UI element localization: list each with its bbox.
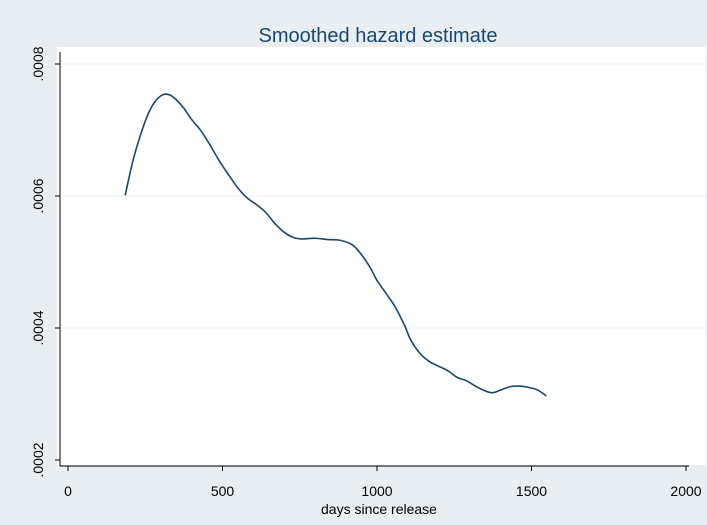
- hazard-line: [124, 93, 547, 397]
- grid-lines: [60, 63, 706, 329]
- y-tick-label: .0002: [30, 442, 46, 477]
- x-axis-ticks: 0 500 1000 1500 2000: [64, 466, 702, 499]
- x-tick-label: 0: [64, 483, 72, 499]
- x-tick-label: 1000: [361, 483, 392, 499]
- x-axis-title: days since release: [321, 501, 437, 517]
- x-tick-label: 2000: [670, 483, 701, 499]
- y-tick-label: .0006: [30, 178, 46, 213]
- y-tick-label: .0004: [30, 310, 46, 345]
- x-tick-label: 1500: [516, 483, 547, 499]
- y-tick-label: .0008: [30, 46, 46, 81]
- plot-area: [57, 47, 706, 465]
- x-tick-label: 500: [211, 483, 235, 499]
- y-axis-ticks: .0002 .0004 .0006 .0008: [30, 46, 60, 478]
- chart-title: Smoothed hazard estimate: [258, 25, 497, 47]
